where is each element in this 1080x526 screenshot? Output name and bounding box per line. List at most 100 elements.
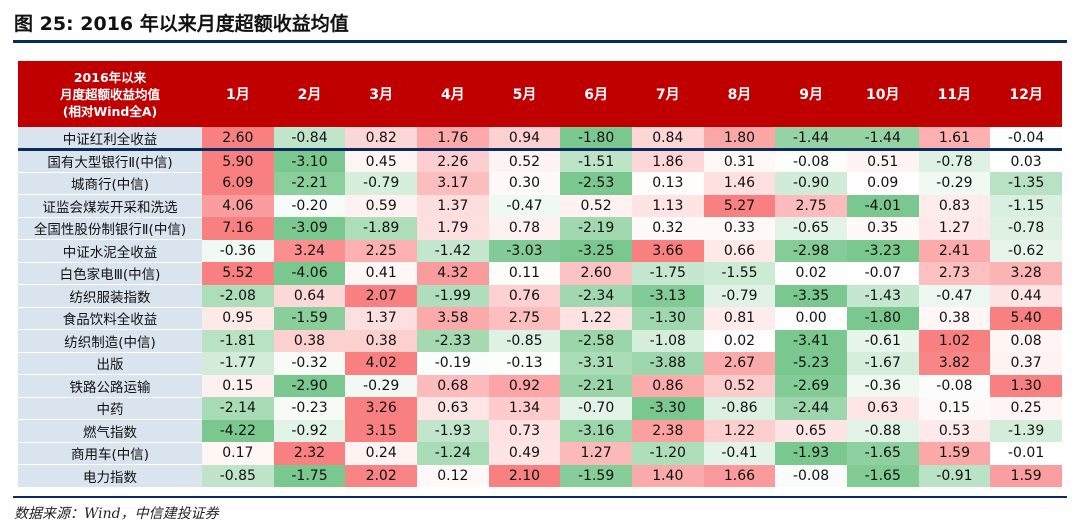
value-cell: 0.24 <box>345 442 417 465</box>
value-cell: 1.30 <box>990 374 1062 397</box>
value-cell: 1.22 <box>703 419 776 442</box>
value-cell: -1.42 <box>416 239 489 262</box>
value-cell: 1.80 <box>703 127 776 151</box>
value-cell: 3.15 <box>345 419 417 442</box>
value-cell: 2.75 <box>775 194 847 217</box>
month-header: 1月 <box>202 61 274 127</box>
value-cell: 1.76 <box>416 127 489 151</box>
value-cell: -3.13 <box>631 284 704 307</box>
value-cell: 3.82 <box>918 352 991 375</box>
value-cell: 2.60 <box>560 262 632 285</box>
value-cell: -0.20 <box>273 194 346 217</box>
row-label: 纺织服装指数 <box>18 284 203 308</box>
value-cell: 2.26 <box>416 149 489 172</box>
value-cell: 0.76 <box>488 284 561 307</box>
corner-line-2: 月度超额收益均值 <box>60 86 161 102</box>
value-cell: -1.59 <box>560 464 632 487</box>
value-cell: 0.52 <box>488 149 561 172</box>
value-cell: 2.67 <box>703 352 776 375</box>
value-cell: 0.02 <box>703 329 776 352</box>
table-row: 食品饮料全收益 0.95 -1.59 1.37 3.58 2.75 1.22 -1.30 0.8… <box>18 307 1062 330</box>
value-cell: 1.34 <box>488 397 561 420</box>
value-cell: -4.22 <box>202 419 274 442</box>
value-cell: -3.09 <box>273 217 346 240</box>
value-cell: -0.08 <box>775 149 847 172</box>
row-label: 商用车(中信) <box>18 442 203 465</box>
value-cell: 4.02 <box>345 352 417 375</box>
value-cell: -2.33 <box>416 329 489 352</box>
value-cell: 4.32 <box>416 262 489 285</box>
value-cell: 2.75 <box>488 307 561 330</box>
value-cell: -2.08 <box>202 284 274 307</box>
table-row: 国有大型银行Ⅱ(中信) 5.90 -3.10 0.45 2.26 0.52 -1.51 1.8… <box>18 149 1062 173</box>
value-cell: -3.88 <box>631 352 704 375</box>
value-cell: 0.63 <box>416 397 489 420</box>
row-label: 铁路公路运输 <box>18 374 203 398</box>
value-cell: 2.25 <box>345 239 417 262</box>
row-label: 白色家电Ⅲ(中信) <box>18 262 203 285</box>
value-cell: 1.37 <box>416 194 489 217</box>
value-cell: -0.23 <box>273 397 346 420</box>
value-cell: 0.84 <box>631 127 704 151</box>
table-row: 铁路公路运输 0.15 -2.90 -0.29 0.68 0.92 -2.21 0.86 0.5… <box>18 374 1062 398</box>
row-label: 中药 <box>18 397 203 420</box>
value-cell: -2.69 <box>775 374 847 397</box>
value-cell: -0.08 <box>775 464 847 487</box>
row-label: 证监会煤炭开采和洗选 <box>18 194 203 218</box>
value-cell: -1.93 <box>775 442 847 465</box>
value-cell: -0.36 <box>202 239 274 262</box>
value-cell: -3.30 <box>631 397 704 420</box>
value-cell: 0.95 <box>202 307 274 330</box>
value-cell: 0.09 <box>846 172 919 195</box>
value-cell: 1.59 <box>918 442 991 465</box>
value-cell: 1.61 <box>918 127 991 151</box>
value-cell: 0.30 <box>488 172 561 195</box>
table-row: 电力指数 -0.85 -1.75 2.02 0.12 2.10 -1.59 1.40 1.66-… <box>18 464 1062 488</box>
table-row: 中证红利全收益 2.60 -0.84 0.82 1.76 0.94 -1.80 0.84 1.8… <box>18 127 1062 151</box>
value-cell: 0.17 <box>202 442 274 465</box>
month-header: 3月 <box>345 61 417 127</box>
value-cell: 3.28 <box>990 262 1062 285</box>
value-cell: 5.40 <box>990 307 1062 330</box>
value-cell: -1.35 <box>990 172 1062 195</box>
value-cell: 0.86 <box>631 374 704 397</box>
value-cell: -0.01 <box>990 442 1062 465</box>
value-cell: -1.93 <box>416 419 489 442</box>
value-cell: -0.78 <box>990 217 1062 240</box>
value-cell: -0.62 <box>990 239 1062 262</box>
value-cell: -0.86 <box>703 397 776 420</box>
value-cell: 0.38 <box>345 329 417 352</box>
corner-line-1: 2016年以来 <box>73 69 147 85</box>
value-cell: -0.88 <box>846 419 919 442</box>
value-cell: -0.07 <box>846 262 919 285</box>
value-cell: -2.44 <box>775 397 847 420</box>
value-cell: -1.65 <box>846 464 919 487</box>
value-cell: -0.13 <box>488 352 561 375</box>
value-cell: 0.11 <box>488 262 561 285</box>
value-cell: -2.21 <box>273 172 346 195</box>
row-label: 燃气指数 <box>18 419 203 443</box>
table-row: 白色家电Ⅲ(中信) 5.52 -4.06 0.41 4.32 0.11 2.60 -1.75-… <box>18 262 1062 285</box>
value-cell: 5.52 <box>202 262 274 285</box>
month-header: 10月 <box>846 61 919 127</box>
value-cell: 2.10 <box>488 464 561 487</box>
value-cell: -0.36 <box>846 374 919 397</box>
value-cell: -0.47 <box>918 284 991 307</box>
value-cell: 1.13 <box>631 194 704 217</box>
value-cell: 0.66 <box>703 239 776 262</box>
value-cell: 0.94 <box>488 127 561 151</box>
title-underline <box>13 40 1067 43</box>
value-cell: 0.63 <box>846 397 919 420</box>
value-cell: 0.52 <box>560 194 632 217</box>
value-cell: 4.06 <box>202 194 274 217</box>
value-cell: -3.10 <box>273 149 346 172</box>
value-cell: -0.90 <box>775 172 847 195</box>
value-cell: 0.92 <box>488 374 561 397</box>
value-cell: -1.75 <box>273 464 346 487</box>
value-cell: -0.85 <box>488 329 561 352</box>
value-cell: -3.25 <box>560 239 632 262</box>
value-cell: 1.66 <box>703 464 776 487</box>
value-cell: 3.24 <box>273 239 346 262</box>
value-cell: 2.38 <box>631 419 704 442</box>
value-cell: 1.22 <box>560 307 632 330</box>
